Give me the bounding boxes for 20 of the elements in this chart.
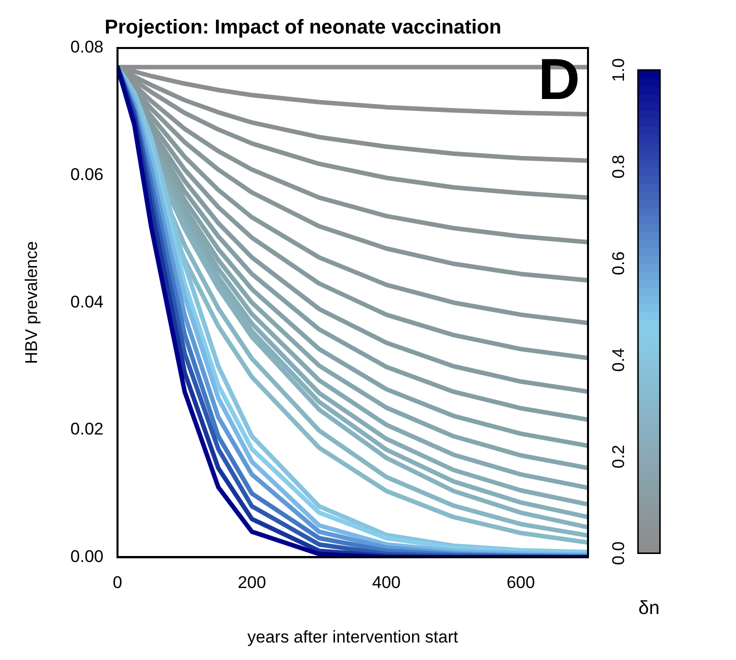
y-tick-label: 0.02 xyxy=(70,420,104,439)
y-tick-label: 0.06 xyxy=(70,164,104,184)
y-axis-title: HBV prevalence xyxy=(22,241,41,364)
color-bar-label: 0.2 xyxy=(609,444,628,468)
color-bar-label: 0.4 xyxy=(609,348,628,372)
color-bar-label: 1.0 xyxy=(609,58,628,82)
x-tick-label: 400 xyxy=(372,573,401,592)
color-bar-label: 0.0 xyxy=(609,541,628,566)
x-tick-label: 0 xyxy=(112,573,122,592)
color-bar-title: δn xyxy=(638,598,660,619)
y-tick-label: 0.04 xyxy=(70,292,104,312)
chart-title: Projection: Impact of neonate vaccination xyxy=(104,16,502,39)
color-bar-label: 0.6 xyxy=(609,251,628,276)
color-bar-label: 0.8 xyxy=(609,154,628,178)
x-tick-label: 200 xyxy=(238,573,266,592)
y-tick-label: 0.00 xyxy=(70,546,104,566)
annotation: D xyxy=(538,47,580,112)
y-tick-label: 0.08 xyxy=(70,38,104,57)
x-axis-title: years after intervention start xyxy=(247,627,458,646)
x-tick-label: 600 xyxy=(506,573,535,592)
